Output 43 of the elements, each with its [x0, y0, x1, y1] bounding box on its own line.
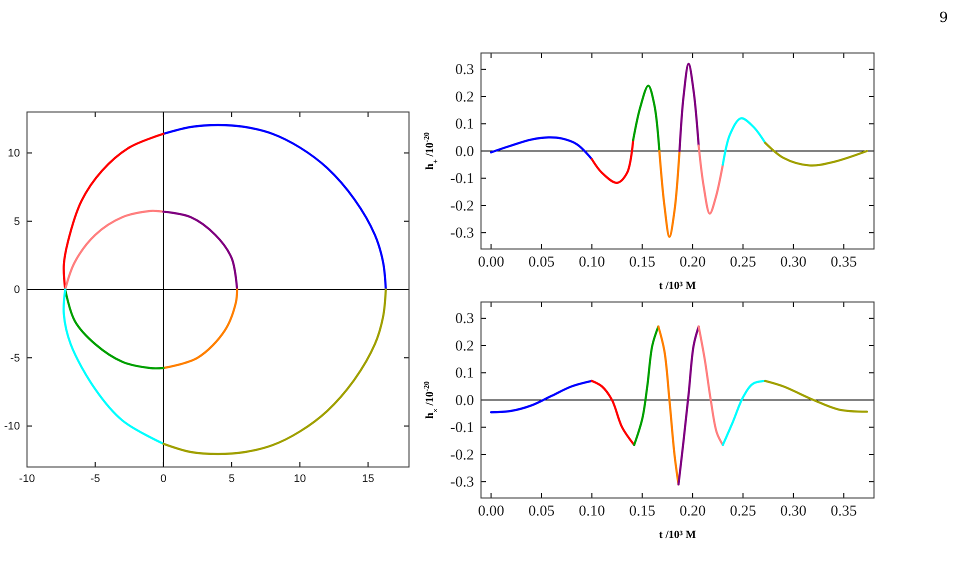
y-tick-label: 0.1: [455, 116, 474, 133]
x-tick-label: 0: [160, 472, 166, 485]
x-axis-title: t /10³ M: [659, 529, 697, 541]
x-tick-label: 0.35: [830, 504, 857, 520]
x-tick-label: 0.30: [780, 504, 807, 520]
y-tick-label: 0.2: [455, 338, 474, 354]
x-tick-label: 0.30: [780, 254, 807, 271]
y-tick-label: -0.2: [450, 198, 474, 214]
y-tick-label: -0.3: [450, 474, 474, 490]
y-tick-label: -10: [4, 420, 20, 433]
y-tick-label: -0.3: [450, 225, 474, 242]
y-tick-label: 0.3: [455, 62, 474, 78]
y-tick-label: 5: [14, 216, 20, 228]
x-tick-label: 0.20: [679, 254, 706, 271]
x-tick-label: 0.15: [629, 254, 656, 271]
x-axis-title: t /10³ M: [659, 280, 697, 292]
x-tick-label: 10: [294, 472, 306, 485]
y-tick-label: -0.2: [450, 447, 474, 464]
x-tick-label: 0.35: [830, 254, 857, 271]
y-tick-label: 0.3: [455, 311, 474, 328]
y-tick-label: 10: [8, 147, 20, 160]
x-tick-label: 0.20: [679, 504, 706, 520]
x-tick-label: 0.10: [578, 504, 605, 520]
x-tick-label: 0.15: [629, 504, 656, 520]
y-tick-label: -5: [10, 352, 20, 364]
y-tick-label: 0: [14, 284, 20, 296]
x-tick-label: 0.00: [478, 504, 504, 520]
x-tick-label: -5: [90, 472, 100, 485]
y-tick-label: -0.1: [450, 420, 474, 436]
text: 9: [939, 10, 948, 26]
y-tick-label: 0.2: [455, 89, 474, 106]
x-tick-label: 0.25: [730, 254, 756, 271]
y-tick-label: 0.0: [455, 392, 474, 409]
x-tick-label: 5: [228, 472, 235, 485]
x-tick-label: 15: [362, 472, 374, 485]
x-tick-label: 0.25: [730, 504, 756, 520]
x-tick-label: 0.05: [528, 254, 555, 271]
x-tick-label: 0.10: [578, 254, 605, 271]
y-tick-label: -0.1: [450, 171, 474, 188]
x-tick-label: 0.00: [478, 254, 504, 271]
y-tick-label: 0.0: [455, 144, 474, 160]
x-tick-label: 0.05: [528, 504, 555, 520]
y-tick-label: 0.1: [455, 366, 474, 382]
